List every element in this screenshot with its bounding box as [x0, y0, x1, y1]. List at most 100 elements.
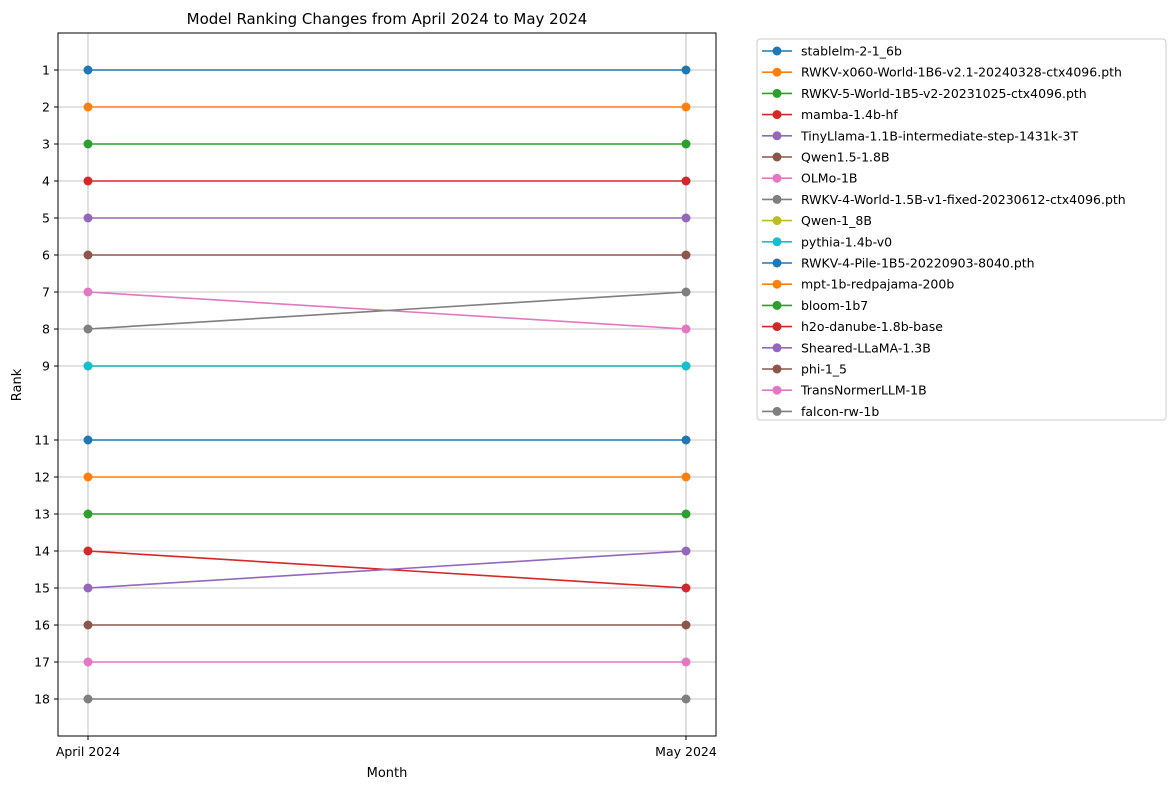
data-point — [681, 694, 691, 704]
data-point — [681, 250, 691, 260]
legend-entry: RWKV-4-World-1.5B-v1-fixed-20230612-ctx4… — [762, 192, 1126, 207]
legend-marker — [772, 343, 782, 353]
series-Sheared-LLaMA-1.3B — [83, 546, 691, 593]
legend-entry: phi-1_5 — [762, 362, 847, 377]
y-tick-label: 6 — [42, 248, 50, 263]
data-point — [681, 65, 691, 75]
x-axis-label: Month — [367, 766, 408, 781]
legend-label: OLMo-1B — [801, 171, 858, 186]
data-point — [681, 213, 691, 223]
y-tick-label: 17 — [34, 655, 50, 670]
data-point — [681, 139, 691, 149]
legend-entries: stablelm-2-1_6b RWKV-x060-World-1B6-v2.1-… — [762, 44, 1126, 419]
grid-lines — [58, 33, 716, 736]
legend-marker — [772, 152, 782, 162]
legend-marker — [772, 279, 782, 289]
series-TransNormerLLM-1B — [83, 657, 691, 667]
y-tick-label: 8 — [42, 322, 50, 337]
legend-label: RWKV-5-World-1B5-v2-20231025-ctx4096.pth — [801, 86, 1087, 101]
data-point — [681, 472, 691, 482]
series-line — [87, 291, 687, 330]
data-point — [681, 583, 691, 593]
legend-marker — [772, 88, 782, 98]
data-point — [83, 324, 93, 334]
legend-label: Qwen1.5-1.8B — [801, 150, 890, 165]
y-tick-label: 7 — [42, 285, 50, 300]
legend-marker — [772, 216, 782, 226]
legend-entry: Qwen-1_8B — [762, 213, 872, 228]
legend-entry: falcon-rw-1b — [762, 404, 879, 419]
legend-entry: pythia-1.4b-v0 — [762, 234, 892, 249]
legend-entry: TinyLlama-1.1B-intermediate-step-1431k-3… — [762, 128, 1078, 143]
y-tick-label: 13 — [34, 507, 50, 522]
data-point — [681, 324, 691, 334]
data-point — [681, 620, 691, 630]
legend-entry: mamba-1.4b-hf — [762, 107, 898, 122]
data-point — [681, 657, 691, 667]
series-RWKV-x060-World-1B6-v2.1-20240328-ctx4096.pth — [83, 102, 691, 112]
legend-entry: RWKV-5-World-1B5-v2-20231025-ctx4096.pth — [762, 86, 1087, 101]
legend-marker — [772, 67, 782, 77]
legend-label: pythia-1.4b-v0 — [801, 234, 892, 249]
data-point — [681, 102, 691, 112]
y-tick-label: 12 — [34, 470, 50, 485]
series-bloom-1b7 — [83, 509, 691, 519]
legend-marker — [772, 385, 782, 395]
y-tick-label: 3 — [42, 137, 50, 152]
x-axis-ticks: April 2024 May 2024 — [56, 736, 717, 759]
legend-label: stablelm-2-1_6b — [801, 44, 902, 59]
y-tick-label: 16 — [34, 618, 50, 633]
y-tick-label: 18 — [34, 692, 50, 707]
legend-entry: mpt-1b-redpajama-200b — [762, 277, 954, 292]
data-point — [681, 176, 691, 186]
y-tick-label: 15 — [34, 581, 50, 596]
data-point — [83, 361, 93, 371]
data-point — [83, 435, 93, 445]
series-RWKV-4-Pile-1B5-20220903-8040.pth — [83, 435, 691, 445]
legend-label: Sheared-LLaMA-1.3B — [801, 340, 931, 355]
legend-entry: Sheared-LLaMA-1.3B — [762, 340, 931, 355]
legend-marker — [772, 300, 782, 310]
legend-frame — [756, 38, 1167, 421]
data-point — [83, 694, 93, 704]
data-point — [681, 546, 691, 556]
legend-label: mamba-1.4b-hf — [801, 107, 898, 122]
legend-label: RWKV-4-World-1.5B-v1-fixed-20230612-ctx4… — [801, 192, 1126, 207]
series-Qwen1.5-1.8B — [83, 250, 691, 260]
data-point — [681, 435, 691, 445]
x-tick-label: May 2024 — [655, 744, 717, 759]
data-point — [681, 509, 691, 519]
legend-marker — [772, 131, 782, 141]
series-pythia-1.4b-v0 — [83, 361, 691, 371]
y-tick-label: 4 — [42, 174, 50, 189]
legend-marker — [772, 194, 782, 204]
legend-marker — [772, 406, 782, 416]
legend-entry: OLMo-1B — [762, 171, 858, 186]
legend-entry: Qwen1.5-1.8B — [762, 150, 890, 165]
series-falcon-rw-1b — [83, 694, 691, 704]
legend-marker — [772, 110, 782, 120]
legend-label: TransNormerLLM-1B — [800, 383, 927, 398]
data-point — [83, 472, 93, 482]
data-point — [83, 139, 93, 149]
y-tick-label: 11 — [34, 433, 50, 448]
data-point — [83, 213, 93, 223]
series-stablelm-2-1_6b — [83, 65, 691, 75]
legend-label: TinyLlama-1.1B-intermediate-step-1431k-3… — [800, 128, 1078, 143]
legend-marker — [772, 173, 782, 183]
legend-entry: RWKV-x060-World-1B6-v2.1-20240328-ctx409… — [762, 65, 1122, 80]
legend-marker — [772, 237, 782, 247]
legend-label: mpt-1b-redpajama-200b — [801, 277, 954, 292]
legend-label: phi-1_5 — [801, 362, 847, 377]
y-axis-label: Rank — [10, 368, 25, 401]
series-RWKV-5-World-1B5-v2-20231025-ctx4096.pth — [83, 139, 691, 149]
series-mamba-1.4b-hf — [83, 176, 691, 186]
legend-entry: TransNormerLLM-1B — [762, 383, 927, 398]
data-point — [83, 287, 93, 297]
series-phi-1_5 — [83, 620, 691, 630]
data-point — [83, 620, 93, 630]
chart-title: Model Ranking Changes from April 2024 to… — [187, 10, 588, 28]
y-tick-label: 9 — [42, 359, 50, 374]
data-point — [83, 657, 93, 667]
